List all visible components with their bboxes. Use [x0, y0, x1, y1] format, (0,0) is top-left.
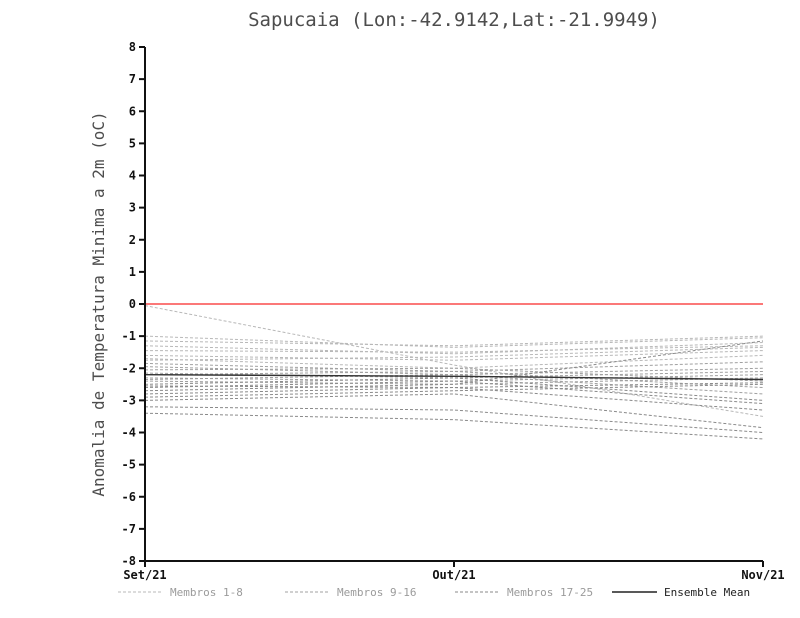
series-layer: [144, 303, 764, 440]
legend-label-3: Membros 17-25: [507, 586, 593, 599]
member-line-2: [144, 335, 764, 348]
y-tick-label: 5: [129, 136, 136, 150]
legend-label-4: Ensemble Mean: [664, 586, 750, 599]
y-tick-label: -2: [122, 361, 136, 375]
y-tick-label: -5: [122, 458, 136, 472]
member-line-21: [144, 387, 764, 411]
y-axis-label: Anomalia de Temperatura Minima a 2m (oC): [89, 111, 108, 496]
member-line-20: [144, 340, 764, 392]
y-tick-label: 8: [129, 40, 136, 54]
y-tick-label: 3: [129, 201, 136, 215]
y-tick-label: -6: [122, 490, 136, 504]
x-tick-label: Set/21: [123, 568, 166, 582]
member-line-19: [144, 380, 764, 405]
member-line-5: [144, 345, 764, 353]
member-line-23: [144, 393, 764, 429]
member-line-18: [144, 382, 764, 389]
legend-item-4: Ensemble Mean: [612, 586, 750, 599]
y-tick-label: -1: [122, 329, 136, 343]
y-tick-label: 2: [129, 233, 136, 247]
chart-title: Sapucaia (Lon:-42.9142,Lat:-21.9949): [248, 9, 660, 31]
legend: Membros 1-8 Membros 9-16 Membros 17-25 Ense…: [118, 586, 750, 599]
member-line-10: [144, 366, 764, 376]
y-tick-label: -7: [122, 522, 136, 536]
x-tick-label: Out/21: [432, 568, 475, 582]
legend-label-2: Membros 9-16: [337, 586, 416, 599]
member-line-17: [144, 377, 764, 401]
legend-item-3: Membros 17-25: [455, 586, 593, 599]
legend-item-1: Membros 1-8: [118, 586, 243, 599]
y-tick-label: 6: [129, 104, 136, 118]
y-tick-label: 4: [129, 169, 136, 183]
ensemble-mean-line: [144, 373, 764, 381]
member-line-16: [144, 377, 764, 385]
member-line-12: [144, 370, 764, 379]
y-tick-label: 7: [129, 72, 136, 86]
member-line-6: [144, 350, 764, 361]
member-line-25: [144, 412, 764, 440]
legend-item-2: Membros 9-16: [285, 586, 416, 599]
y-tick-label: -4: [122, 426, 136, 440]
member-line-3: [144, 335, 764, 347]
x-tick-label: Nov/21: [741, 568, 784, 582]
member-line-13: [144, 370, 764, 389]
axis-layer: -8 -7 -6 -5 -4 -3 -2 -1 0 1 2 3 4 5 6 7 8 Set/21 Out/21 Nov…: [122, 40, 785, 582]
member-line-24: [144, 406, 764, 433]
y-tick-label: 1: [129, 265, 136, 279]
y-tick-label: -3: [122, 393, 136, 407]
member-line-4: [144, 342, 764, 355]
member-line-7: [144, 354, 764, 369]
member-line-9: [144, 361, 764, 372]
member-line-22: [144, 383, 764, 398]
member-line-8: [144, 346, 764, 361]
member-line-14: [144, 374, 764, 382]
y-tick-label: -8: [122, 554, 136, 568]
legend-label-1: Membros 1-8: [170, 586, 243, 599]
y-tick-label: 0: [129, 297, 136, 311]
member-line-15: [144, 374, 764, 395]
